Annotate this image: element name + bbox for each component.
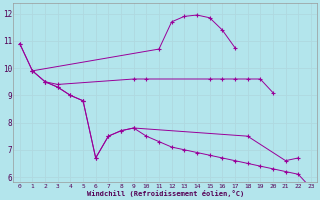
- X-axis label: Windchill (Refroidissement éolien,°C): Windchill (Refroidissement éolien,°C): [87, 190, 244, 197]
